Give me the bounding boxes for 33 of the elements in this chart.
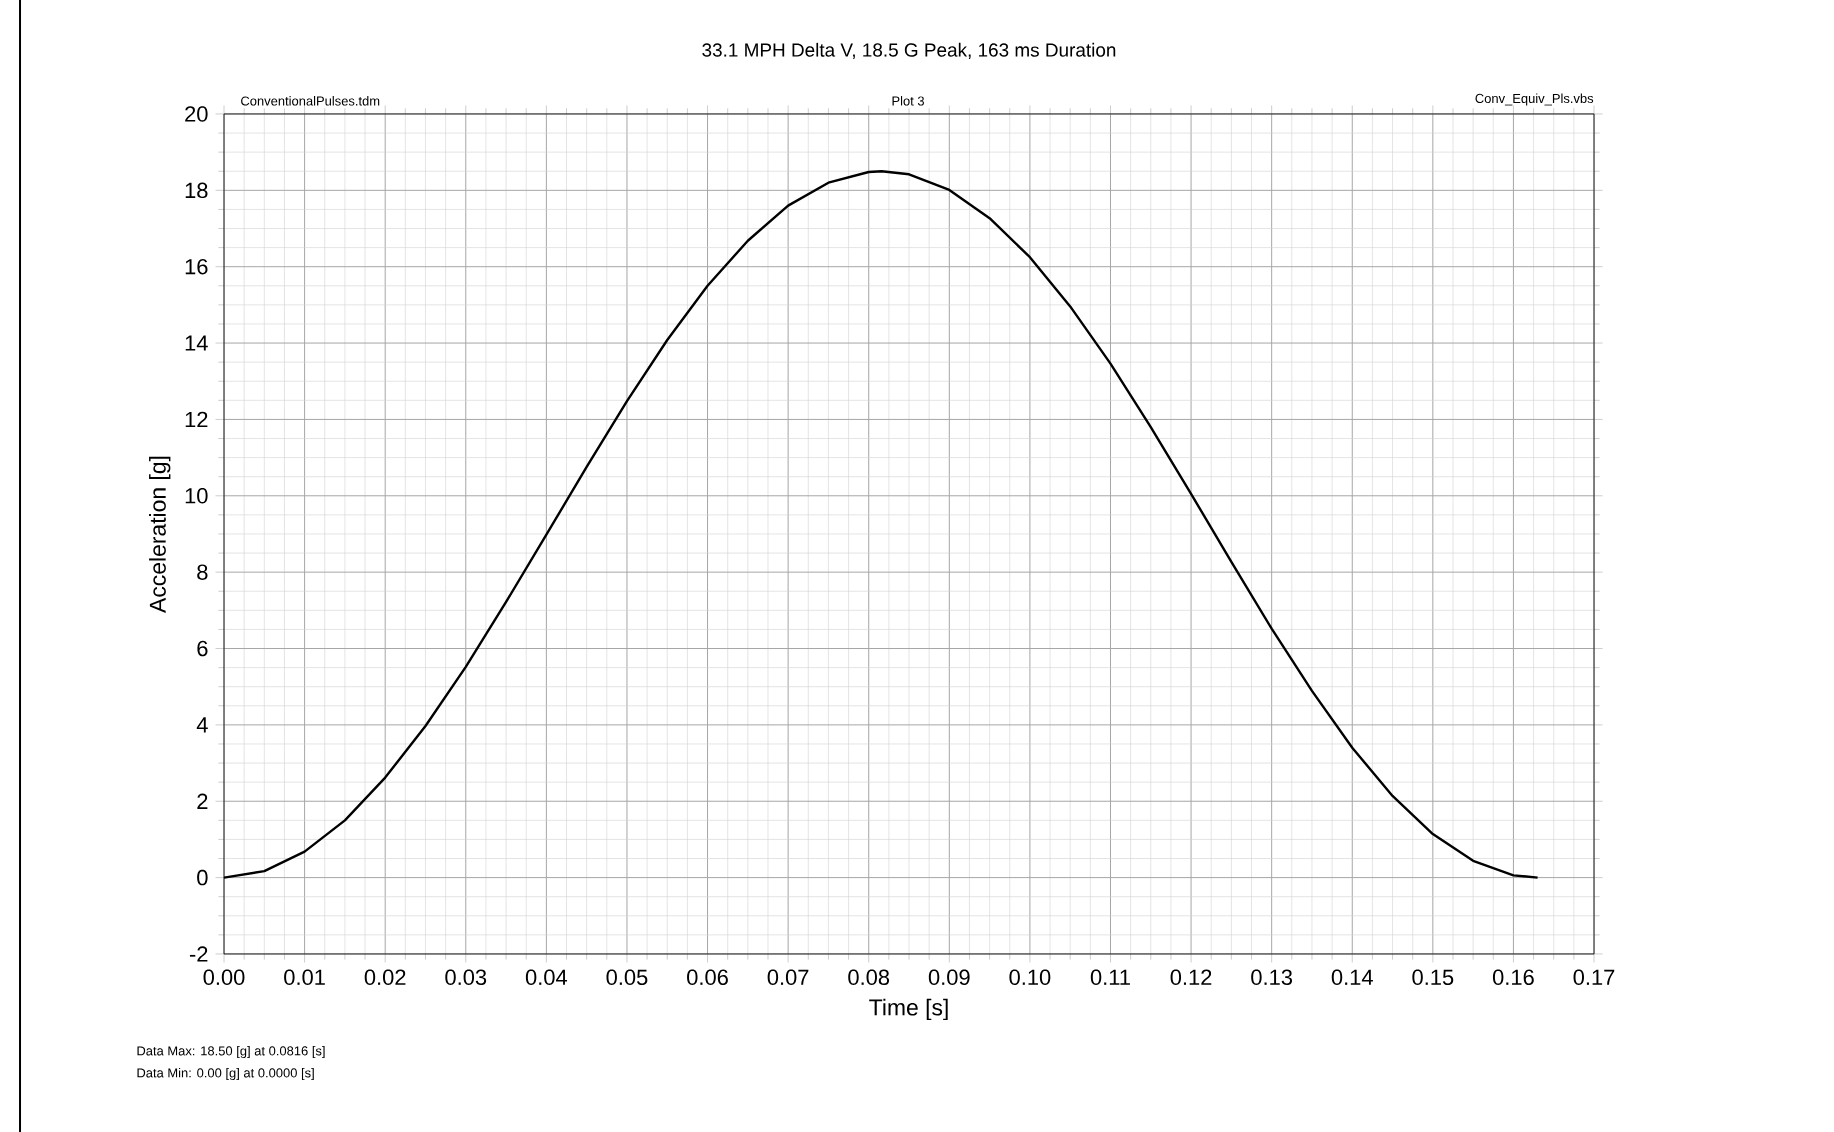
y-tick-label: -2	[189, 946, 208, 962]
x-tick-label: 0.15	[1412, 969, 1454, 986]
x-tick-label: 0.12	[1170, 969, 1212, 986]
x-tick-label: 0.08	[848, 969, 890, 986]
y-tick-label: 6	[197, 640, 208, 657]
y-axis-title: Acceleration [g]	[149, 456, 171, 613]
chart-title: 33.1 MPH Delta V, 18.5 G Peak, 163 ms Duration	[702, 42, 1116, 59]
x-tick-label: 0.07	[767, 969, 809, 986]
x-tick-label: 0.04	[525, 969, 568, 986]
x-tick-label: 0.03	[445, 969, 487, 986]
x-tick-label: 0.09	[928, 969, 970, 986]
x-tick-label: 0.01	[284, 969, 325, 986]
x-tick-label: 0.13	[1251, 969, 1293, 986]
y-tick-label: 20	[185, 106, 208, 122]
x-tick-label: 0.14	[1331, 969, 1373, 986]
y-tick-label: 16	[185, 258, 208, 275]
y-tick-label: 10	[185, 488, 208, 504]
y-tick-label: 8	[197, 564, 208, 580]
x-tick-label: 0.11	[1090, 969, 1130, 986]
y-tick-label: 0	[197, 869, 208, 886]
x-tick-label: 0.10	[1009, 969, 1051, 986]
x-tick-label: 0.00	[203, 969, 245, 986]
y-tick-label: 18	[185, 182, 208, 199]
x-tick-label: 0.05	[606, 969, 648, 986]
x-axis-title: Time [s]	[869, 998, 948, 1021]
x-tick-label: 0.16	[1492, 969, 1534, 986]
y-tick-label: 2	[197, 793, 208, 809]
y-tick-label: 4	[196, 717, 208, 733]
y-tick-label: 12	[185, 411, 208, 428]
x-tick-label: 0.17	[1573, 969, 1615, 986]
x-tick-label: 0.06	[687, 969, 728, 986]
x-tick-label: 0.02	[364, 969, 406, 986]
y-tick-label: 14	[185, 335, 208, 351]
